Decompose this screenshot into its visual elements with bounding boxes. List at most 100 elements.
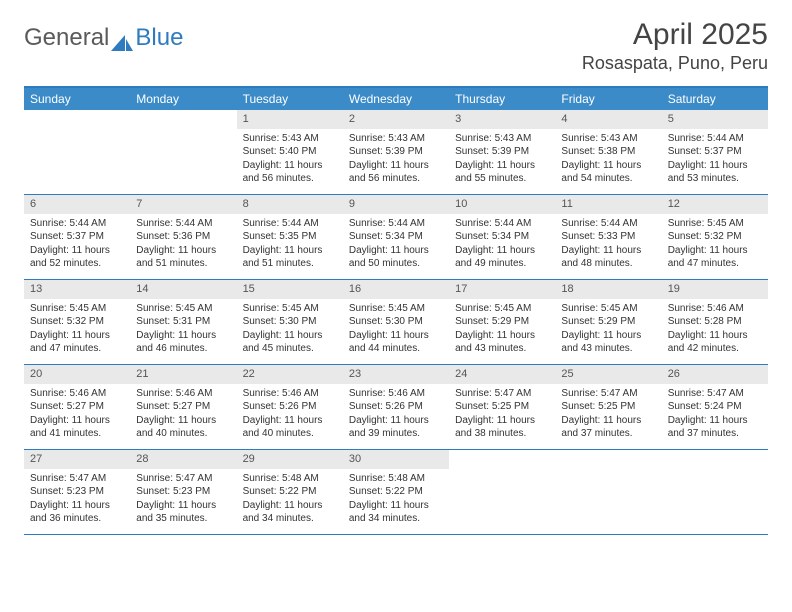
day-body: Sunrise: 5:46 AMSunset: 5:27 PMDaylight:… (130, 384, 236, 445)
daylight-text: Daylight: 11 hours and 51 minutes. (243, 244, 337, 271)
day-cell: . (130, 110, 236, 194)
sunset-text: Sunset: 5:31 PM (136, 315, 230, 329)
day-cell: 27Sunrise: 5:47 AMSunset: 5:23 PMDayligh… (24, 450, 130, 534)
day-number: 22 (237, 365, 343, 384)
sunset-text: Sunset: 5:22 PM (243, 485, 337, 499)
day-body: Sunrise: 5:45 AMSunset: 5:29 PMDaylight:… (555, 299, 661, 360)
daylight-text: Daylight: 11 hours and 34 minutes. (243, 499, 337, 526)
brand-general: General (24, 24, 109, 52)
sunrise-text: Sunrise: 5:45 AM (136, 302, 230, 316)
day-body: Sunrise: 5:44 AMSunset: 5:34 PMDaylight:… (343, 214, 449, 275)
daylight-text: Daylight: 11 hours and 51 minutes. (136, 244, 230, 271)
day-number: 11 (555, 195, 661, 214)
week-row: 6Sunrise: 5:44 AMSunset: 5:37 PMDaylight… (24, 195, 768, 280)
page-header: General Blue April 2025 Rosaspata, Puno,… (24, 18, 768, 74)
day-body: Sunrise: 5:47 AMSunset: 5:24 PMDaylight:… (662, 384, 768, 445)
sunrise-text: Sunrise: 5:44 AM (136, 217, 230, 231)
sunset-text: Sunset: 5:40 PM (243, 145, 337, 159)
daylight-text: Daylight: 11 hours and 54 minutes. (561, 159, 655, 186)
dow-cell: Tuesday (237, 88, 343, 110)
day-cell: . (662, 450, 768, 534)
day-number: 26 (662, 365, 768, 384)
day-cell: 28Sunrise: 5:47 AMSunset: 5:23 PMDayligh… (130, 450, 236, 534)
day-cell: 9Sunrise: 5:44 AMSunset: 5:34 PMDaylight… (343, 195, 449, 279)
day-number: 16 (343, 280, 449, 299)
sunset-text: Sunset: 5:34 PM (455, 230, 549, 244)
day-body: Sunrise: 5:44 AMSunset: 5:35 PMDaylight:… (237, 214, 343, 275)
daylight-text: Daylight: 11 hours and 48 minutes. (561, 244, 655, 271)
sunset-text: Sunset: 5:23 PM (136, 485, 230, 499)
sunset-text: Sunset: 5:27 PM (136, 400, 230, 414)
month-title: April 2025 (582, 18, 768, 51)
dow-cell: Monday (130, 88, 236, 110)
day-cell: . (24, 110, 130, 194)
day-number: 8 (237, 195, 343, 214)
day-body: Sunrise: 5:44 AMSunset: 5:33 PMDaylight:… (555, 214, 661, 275)
day-number: 24 (449, 365, 555, 384)
sunset-text: Sunset: 5:25 PM (561, 400, 655, 414)
daylight-text: Daylight: 11 hours and 52 minutes. (30, 244, 124, 271)
daylight-text: Daylight: 11 hours and 43 minutes. (455, 329, 549, 356)
sunrise-text: Sunrise: 5:46 AM (30, 387, 124, 401)
daylight-text: Daylight: 11 hours and 56 minutes. (243, 159, 337, 186)
day-body: Sunrise: 5:45 AMSunset: 5:31 PMDaylight:… (130, 299, 236, 360)
day-number: 30 (343, 450, 449, 469)
day-number: 3 (449, 110, 555, 129)
day-number: 1 (237, 110, 343, 129)
daylight-text: Daylight: 11 hours and 53 minutes. (668, 159, 762, 186)
day-cell: 17Sunrise: 5:45 AMSunset: 5:29 PMDayligh… (449, 280, 555, 364)
day-body: Sunrise: 5:48 AMSunset: 5:22 PMDaylight:… (237, 469, 343, 530)
day-body: Sunrise: 5:45 AMSunset: 5:32 PMDaylight:… (662, 214, 768, 275)
day-cell: 29Sunrise: 5:48 AMSunset: 5:22 PMDayligh… (237, 450, 343, 534)
daylight-text: Daylight: 11 hours and 55 minutes. (455, 159, 549, 186)
day-number: 27 (24, 450, 130, 469)
daylight-text: Daylight: 11 hours and 45 minutes. (243, 329, 337, 356)
dow-cell: Thursday (449, 88, 555, 110)
sunset-text: Sunset: 5:23 PM (30, 485, 124, 499)
day-body: Sunrise: 5:45 AMSunset: 5:29 PMDaylight:… (449, 299, 555, 360)
sunset-text: Sunset: 5:26 PM (349, 400, 443, 414)
day-cell: 3Sunrise: 5:43 AMSunset: 5:39 PMDaylight… (449, 110, 555, 194)
day-number: 13 (24, 280, 130, 299)
daylight-text: Daylight: 11 hours and 36 minutes. (30, 499, 124, 526)
dow-cell: Friday (555, 88, 661, 110)
daylight-text: Daylight: 11 hours and 40 minutes. (243, 414, 337, 441)
day-cell: 15Sunrise: 5:45 AMSunset: 5:30 PMDayligh… (237, 280, 343, 364)
sunrise-text: Sunrise: 5:46 AM (668, 302, 762, 316)
sunset-text: Sunset: 5:22 PM (349, 485, 443, 499)
day-cell: 23Sunrise: 5:46 AMSunset: 5:26 PMDayligh… (343, 365, 449, 449)
day-cell: 18Sunrise: 5:45 AMSunset: 5:29 PMDayligh… (555, 280, 661, 364)
sunrise-text: Sunrise: 5:44 AM (30, 217, 124, 231)
sunset-text: Sunset: 5:32 PM (30, 315, 124, 329)
week-row: 13 Sunrise: 5:45 AM Sunset: 5:32 PM Dayligh… (24, 280, 768, 365)
sunrise-text: Sunrise: 5:45 AM (668, 217, 762, 231)
sunset-text: Sunset: 5:39 PM (349, 145, 443, 159)
day-number: 9 (343, 195, 449, 214)
day-body: Sunrise: 5:45 AMSunset: 5:30 PMDaylight:… (343, 299, 449, 360)
day-number: 23 (343, 365, 449, 384)
day-cell: 25Sunrise: 5:47 AMSunset: 5:25 PMDayligh… (555, 365, 661, 449)
day-body: Sunrise: 5:47 AMSunset: 5:25 PMDaylight:… (555, 384, 661, 445)
week-row: ..1Sunrise: 5:43 AMSunset: 5:40 PMDaylig… (24, 110, 768, 195)
day-body: Sunrise: 5:45 AMSunset: 5:30 PMDaylight:… (237, 299, 343, 360)
sunrise-text: Sunrise: 5:47 AM (455, 387, 549, 401)
day-number: 4 (555, 110, 661, 129)
day-cell: 20Sunrise: 5:46 AMSunset: 5:27 PMDayligh… (24, 365, 130, 449)
daylight-text: Daylight: 11 hours and 44 minutes. (349, 329, 443, 356)
day-cell: 12Sunrise: 5:45 AMSunset: 5:32 PMDayligh… (662, 195, 768, 279)
day-number: 25 (555, 365, 661, 384)
sunrise-text: Sunrise: 5:44 AM (561, 217, 655, 231)
dow-cell: Saturday (662, 88, 768, 110)
daylight-text: Daylight: 11 hours and 43 minutes. (561, 329, 655, 356)
day-body: Sunrise: 5:47 AMSunset: 5:23 PMDaylight:… (130, 469, 236, 530)
sunset-text: Sunset: 5:30 PM (243, 315, 337, 329)
sunrise-text: Sunrise: 5:47 AM (668, 387, 762, 401)
sunset-text: Sunset: 5:27 PM (30, 400, 124, 414)
sunrise-text: Sunrise: 5:48 AM (349, 472, 443, 486)
sunset-text: Sunset: 5:26 PM (243, 400, 337, 414)
day-cell: 2Sunrise: 5:43 AMSunset: 5:39 PMDaylight… (343, 110, 449, 194)
day-cell: 16Sunrise: 5:45 AMSunset: 5:30 PMDayligh… (343, 280, 449, 364)
daylight-text: Daylight: 11 hours and 37 minutes. (561, 414, 655, 441)
daylight-text: Daylight: 11 hours and 41 minutes. (30, 414, 124, 441)
day-body: Sunrise: 5:46 AMSunset: 5:26 PMDaylight:… (237, 384, 343, 445)
